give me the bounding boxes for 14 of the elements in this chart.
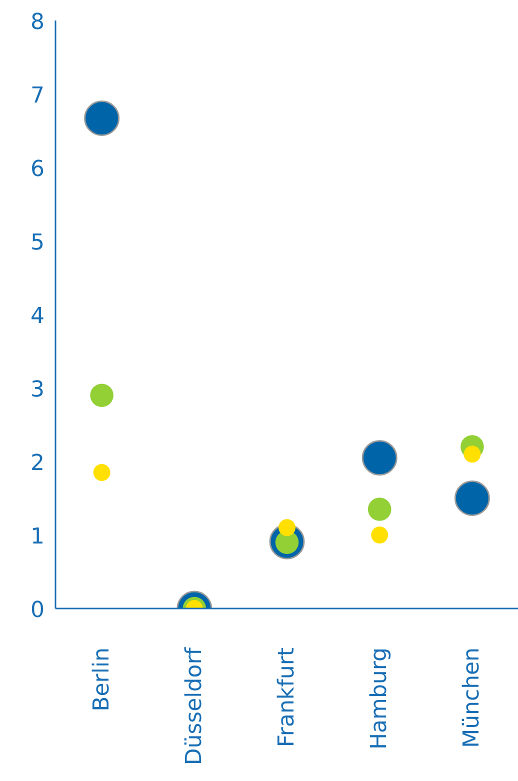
y-tick-label: 8	[30, 10, 45, 35]
y-tick-label: 5	[30, 230, 45, 256]
y-tick-label: 1	[30, 524, 45, 550]
x-tick-label: Frankfurt	[274, 647, 300, 748]
y-tick-label: 4	[30, 304, 45, 329]
x-tick-label: München	[460, 647, 485, 748]
x-tick-label: Düsseldorf	[182, 646, 207, 766]
y-tick-label: 0	[30, 598, 45, 623]
y-tick-label: 3	[30, 378, 45, 402]
y-tick-label: 2	[30, 451, 45, 476]
x-tick-label: Berlin	[89, 647, 114, 712]
y-tick-label: 6	[30, 157, 45, 182]
x-tick-label: Hamburg	[367, 647, 392, 750]
y-tick-label: 7	[30, 84, 45, 108]
